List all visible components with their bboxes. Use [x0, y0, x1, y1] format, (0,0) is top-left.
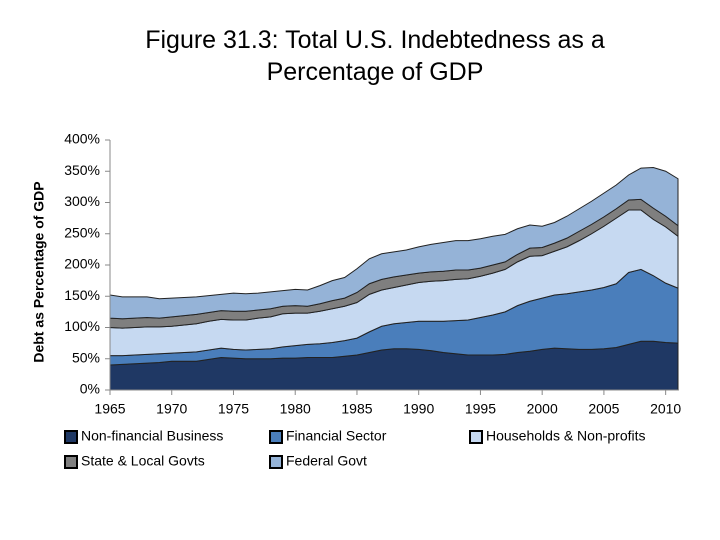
legend-label: Federal Govt — [286, 453, 367, 469]
x-tick-label: 1980 — [280, 401, 311, 417]
chart-title: Figure 31.3: Total U.S. Indebtedness as … — [145, 26, 605, 86]
legend-label: Non-financial Business — [81, 428, 223, 444]
x-tick-label: 1985 — [341, 401, 372, 417]
y-axis-label: Debt as Percentage of GDP — [31, 181, 47, 362]
legend-swatch — [269, 430, 283, 444]
x-tick-label: 1975 — [218, 401, 249, 417]
legend-swatch — [64, 455, 78, 469]
legend-swatch — [269, 455, 283, 469]
legend-label: Financial Sector — [286, 428, 387, 444]
y-tick-label: 250% — [64, 224, 100, 240]
x-tick-label: 1995 — [465, 401, 496, 417]
y-tick-label: 150% — [64, 287, 100, 303]
x-tick-label: 2000 — [527, 401, 558, 417]
legend-label: State & Local Govts — [81, 453, 205, 469]
x-tick-label: 2010 — [650, 401, 681, 417]
y-tick-label: 400% — [64, 131, 100, 147]
x-tick-label: 2005 — [588, 401, 619, 417]
y-tick-label: 200% — [64, 256, 100, 272]
x-tick-label: 1990 — [403, 401, 434, 417]
y-tick-label: 50% — [72, 349, 100, 365]
y-tick-label: 300% — [64, 193, 100, 209]
x-tick-label: 1965 — [94, 401, 125, 417]
legend-label: Households & Non-profits — [486, 428, 646, 444]
y-tick-label: 0% — [80, 381, 100, 397]
legend-swatch — [64, 430, 78, 444]
y-tick-label: 100% — [64, 318, 100, 334]
y-tick-label: 350% — [64, 162, 100, 178]
legend-swatch — [469, 430, 483, 444]
area — [109, 166, 679, 320]
x-tick-label: 1970 — [156, 401, 187, 417]
